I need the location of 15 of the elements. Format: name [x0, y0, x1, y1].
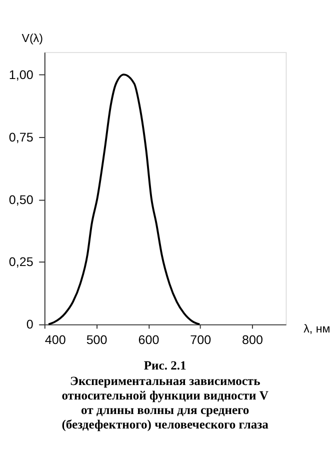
y-axis-title: V(λ): [22, 32, 44, 45]
x-tick-label: 500: [86, 333, 108, 348]
x-tick-label: 600: [138, 333, 160, 348]
x-axis-title: λ, нм: [304, 324, 330, 336]
x-tick-label: 400: [44, 333, 66, 348]
y-tick-label: 0: [26, 318, 34, 332]
y-tick-label: 0,25: [8, 255, 34, 270]
line-series: [48, 74, 201, 326]
x-tick-label: 800: [242, 333, 263, 348]
text: Экспериментальная зависимость относительной функции видности V от длины волны для среднего (бездефектного) человеческого глаза: [62, 374, 270, 432]
y-tick-label: 0,75: [8, 130, 34, 144]
text: Рис. 2.1: [144, 358, 186, 373]
y-tick-label: 0,50: [8, 192, 34, 207]
y-tick-label: 1,00: [8, 68, 34, 82]
x-tick-label: 700: [190, 333, 212, 348]
